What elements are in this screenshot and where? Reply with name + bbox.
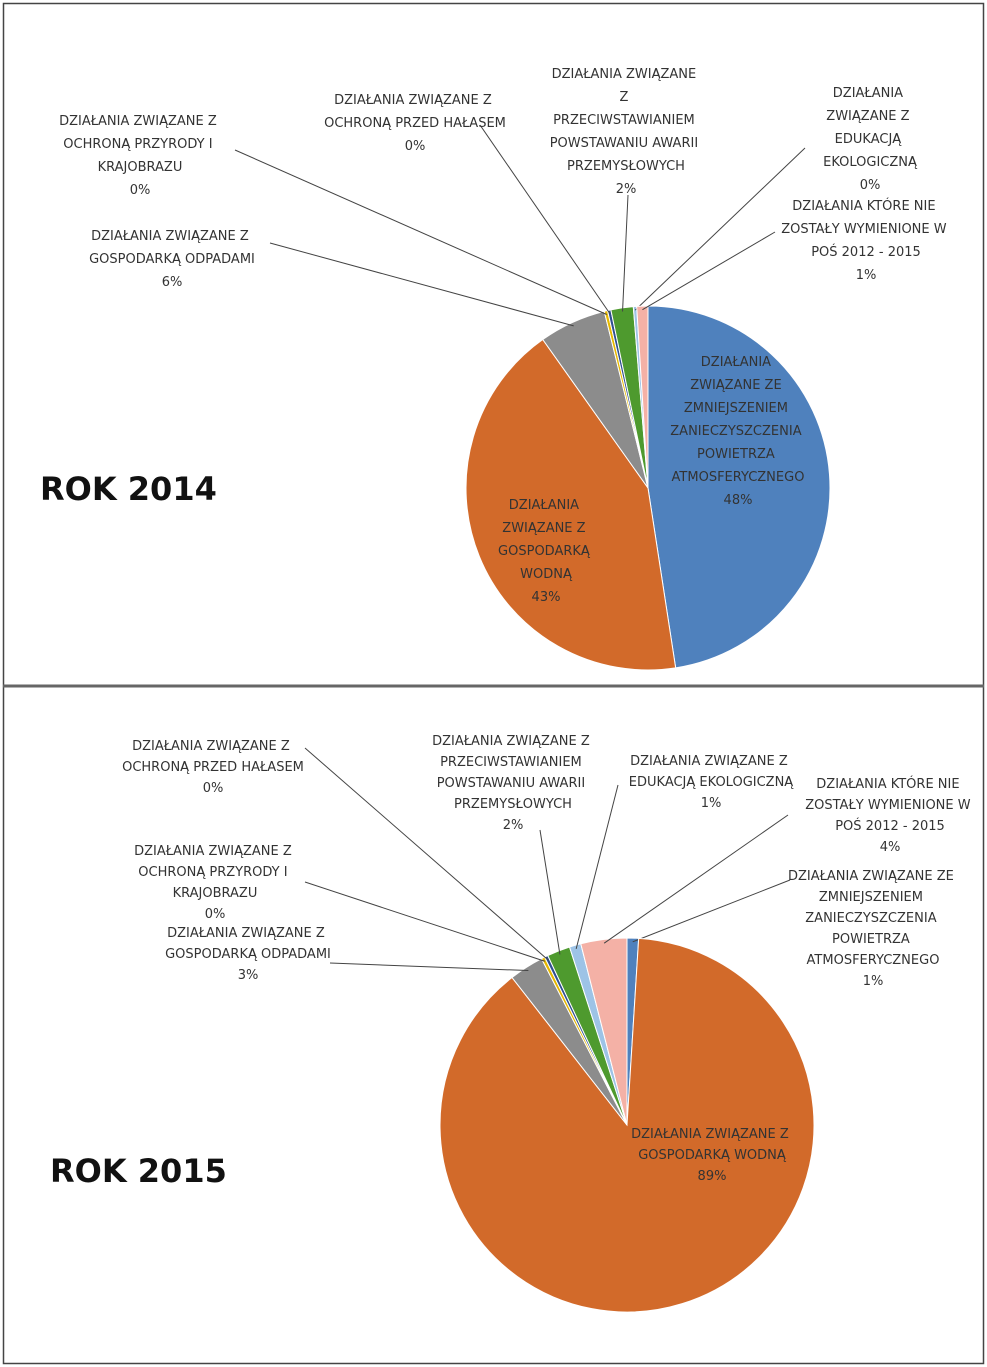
leader-line [603, 814, 789, 944]
slice-label: DZIAŁANIA ZWIĄZANE Z GOSPODARKĄ ODPADAMI [165, 926, 331, 962]
slice-label: DZIAŁANIA ZWIĄZANE Z OCHRONĄ PRZED HAŁAS… [324, 93, 506, 131]
leader-line [632, 879, 791, 943]
value-label: 1% [863, 974, 884, 989]
slice-label: DZIAŁANIA ZWIĄZANE Z OCHRONĄ PRZYRODY I … [59, 114, 221, 175]
leader-line [234, 149, 607, 315]
value-label: 3% [238, 968, 259, 983]
slice-label: DZIAŁANIA ZWIĄZANE Z EDUKACJĄ EKOLOGICZN… [629, 754, 795, 790]
slice-label: DZIAŁANIA ZWIĄZANE Z EDUKACJĄ EKOLOGICZN… [823, 86, 918, 170]
leader-line [479, 124, 611, 315]
leader-line [642, 231, 776, 311]
slice-label: DZIAŁANIA ZWIĄZANE Z GOSPODARKĄ WODNĄ [631, 1127, 793, 1163]
value-label: 2% [616, 182, 637, 197]
leader-line [329, 962, 529, 972]
chart-title: ROK 2014 [40, 470, 217, 508]
leader-line [634, 147, 806, 311]
slice-label: DZIAŁANIA ZWIĄZANE Z GOSPODARKĄ WODNĄ [498, 498, 594, 582]
leader-line [539, 829, 561, 955]
slice-label: DZIAŁANIA KTÓRE NIE ZOSTAŁY WYMIENIONE W… [781, 198, 951, 260]
leader-line [269, 242, 574, 327]
value-label: 1% [701, 796, 722, 811]
slice-label: DZIAŁANIA ZWIĄZANE Z OCHRONĄ PRZED HAŁAS… [122, 739, 304, 775]
value-label: 0% [130, 183, 151, 198]
leader-line [575, 784, 619, 950]
value-label: 48% [724, 493, 753, 508]
value-label: 2% [503, 818, 524, 833]
leader-line [622, 194, 629, 312]
slice-label: DZIAŁANIA ZWIĄZANE Z GOSPODARKĄ ODPADAMI [89, 229, 255, 267]
value-label: 43% [532, 590, 561, 605]
value-label: 89% [698, 1169, 727, 1184]
value-label: 0% [203, 781, 224, 796]
leader-line [304, 881, 545, 962]
value-label: 0% [205, 907, 226, 922]
pie-slice [580, 937, 628, 1126]
slice-label: DZIAŁANIA ZWIĄZANE Z PRZECIWSTAWIANIEM P… [432, 734, 594, 812]
slice-label: DZIAŁANIA KTÓRE NIE ZOSTAŁY WYMIENIONE W… [805, 776, 975, 834]
value-label: 0% [860, 178, 881, 193]
slice-label: DZIAŁANIA ZWIĄZANE ZE ZMNIEJSZENIEM ZANI… [788, 869, 958, 968]
pie-slice [465, 338, 677, 671]
slice-label: DZIAŁANIA ZWIĄZANE Z OCHRONĄ PRZYRODY I … [134, 844, 296, 901]
slice-label: DZIAŁANIA ZWIĄZANE ZE ZMNIEJSZENIEM ZANI… [670, 355, 805, 485]
slice-label: DZIAŁANIA ZWIĄZANE Z PRZECIWSTAWIANIEM P… [550, 67, 703, 174]
value-label: 4% [880, 840, 901, 855]
value-label: 1% [856, 268, 877, 283]
value-label: 6% [162, 275, 183, 290]
pie-slice [439, 937, 815, 1313]
chart-title: ROK 2015 [50, 1152, 227, 1190]
value-label: 0% [405, 139, 426, 154]
leader-line [304, 747, 549, 961]
pie-slice [647, 305, 831, 669]
